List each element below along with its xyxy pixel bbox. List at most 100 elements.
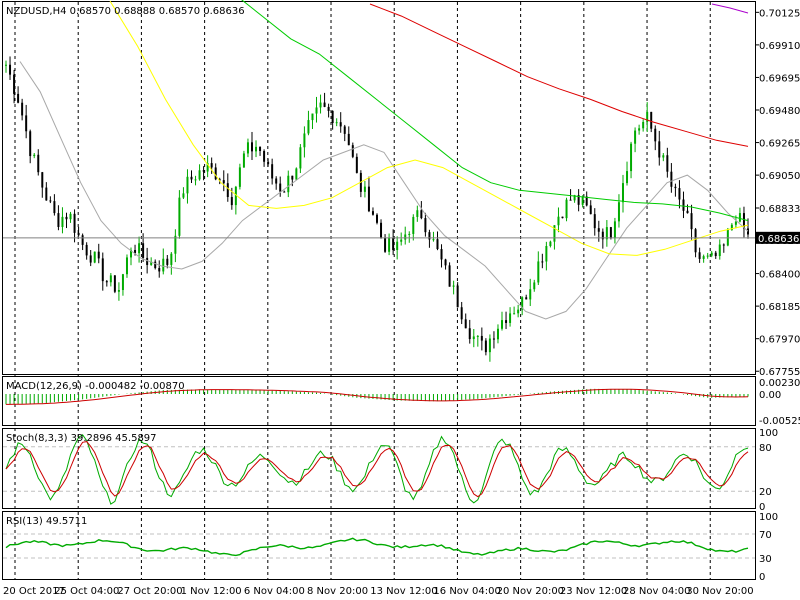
stoch-tick-label: 100 xyxy=(759,428,778,439)
candle-body xyxy=(69,213,72,220)
macd-label: MACD(12,26,9) -0.000482 -0.00870 xyxy=(6,381,185,392)
candle-body xyxy=(666,155,669,172)
candle-body xyxy=(162,258,165,272)
candle-body xyxy=(670,171,673,187)
candle-body xyxy=(371,211,374,215)
moving-average-line xyxy=(109,0,749,256)
candle-body xyxy=(226,183,229,198)
candle-body xyxy=(589,205,592,215)
stoch-k-line xyxy=(5,434,749,505)
candle-body xyxy=(49,200,52,202)
candle-body xyxy=(480,335,483,341)
candle-body xyxy=(456,285,459,308)
time-label: 1 Nov 12:00 xyxy=(181,586,242,597)
candle-body xyxy=(271,164,274,179)
candle-body xyxy=(464,319,467,329)
candle-body xyxy=(529,289,532,300)
candle-body xyxy=(85,244,88,256)
candle-body xyxy=(25,115,28,132)
candle-body xyxy=(97,251,100,259)
candle-body xyxy=(121,274,124,291)
macd-histogram xyxy=(5,388,749,405)
stoch-tick-label: 80 xyxy=(759,443,772,454)
candle-body xyxy=(682,199,685,211)
candle-body xyxy=(343,126,346,134)
candle-body xyxy=(501,320,504,329)
candle-body xyxy=(513,313,516,315)
price-tick-label: 0.67755 xyxy=(759,367,800,378)
candle-body xyxy=(323,102,326,107)
candle-body xyxy=(517,309,520,314)
rsi-line xyxy=(5,537,749,557)
stoch-tick-label: 0 xyxy=(759,502,765,513)
candle-body xyxy=(714,252,717,257)
candle-body xyxy=(412,216,415,234)
candle-body xyxy=(452,285,455,287)
candle-body xyxy=(400,239,403,242)
candle-body xyxy=(61,216,64,227)
candle-body xyxy=(557,216,560,226)
candle-body xyxy=(41,172,44,188)
rsi-label: RSI(13) 49.5711 xyxy=(6,516,87,527)
candle-body xyxy=(561,216,564,219)
candle-body xyxy=(170,253,173,265)
candle-body xyxy=(267,161,270,165)
time-label: 28 Nov 04:00 xyxy=(623,586,690,597)
time-label: 20 Nov 20:00 xyxy=(497,586,564,597)
candle-body xyxy=(134,249,137,254)
candle-body xyxy=(730,224,733,230)
candle-body xyxy=(242,153,245,168)
candle-body xyxy=(505,320,508,323)
candle-body xyxy=(234,186,237,206)
candle-body xyxy=(638,128,641,131)
candle-body xyxy=(472,336,475,340)
candle-body xyxy=(230,197,233,206)
time-label: 25 Oct 04:00 xyxy=(54,586,119,597)
candle-body xyxy=(747,228,749,235)
moving-average-line xyxy=(19,61,749,320)
price-tick-label: 0.69695 xyxy=(759,73,800,84)
price-tick-label: 0.70125 xyxy=(759,8,800,19)
candle-body xyxy=(605,227,608,240)
candle-body xyxy=(541,261,544,263)
candle-body xyxy=(432,239,435,241)
candle-body xyxy=(553,225,556,242)
candle-body xyxy=(662,155,665,158)
candle-body xyxy=(496,328,499,340)
candle-body xyxy=(105,281,108,283)
candle-body xyxy=(142,243,145,258)
candle-body xyxy=(21,102,24,116)
time-label: 13 Nov 12:00 xyxy=(370,586,437,597)
candle-body xyxy=(178,197,181,236)
candle-body xyxy=(117,290,120,292)
candle-body xyxy=(81,235,84,245)
candle-body xyxy=(263,151,266,162)
price-tick-label: 0.68833 xyxy=(759,204,800,215)
candle-body xyxy=(194,179,197,181)
time-label: 30 Nov 20:00 xyxy=(686,586,753,597)
candle-body xyxy=(206,163,209,172)
rsi-pane-frame xyxy=(2,511,756,580)
candle-body xyxy=(113,275,116,292)
candle-body xyxy=(17,93,20,103)
rsi-tick-label: 0 xyxy=(759,572,765,583)
candle-body xyxy=(601,231,604,240)
candle-body xyxy=(617,202,620,222)
candle-body xyxy=(460,307,463,320)
candle-body xyxy=(283,191,286,193)
candle-body xyxy=(416,210,419,217)
stoch-tick-label: 20 xyxy=(759,487,772,498)
moving-averages xyxy=(19,0,749,320)
candle-body xyxy=(158,268,161,272)
candle-body xyxy=(77,232,80,236)
candle-body xyxy=(424,218,427,233)
candle-body xyxy=(186,176,189,194)
candle-body xyxy=(351,145,354,157)
candle-body xyxy=(734,221,737,225)
candle-body xyxy=(138,243,141,254)
candle-body xyxy=(238,167,241,187)
price-tick-label: 0.69910 xyxy=(759,41,800,52)
candle-body xyxy=(73,213,76,233)
candle-body xyxy=(476,335,479,337)
